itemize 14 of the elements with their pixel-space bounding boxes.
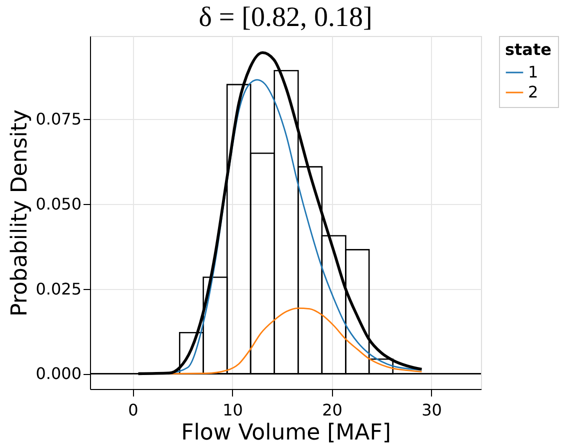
y-tick-label: 0.000 [36, 364, 82, 384]
y-axis-title: Probability Density [8, 110, 33, 316]
y-tick-label: 0.025 [36, 279, 82, 298]
legend-label: 1 [528, 62, 538, 82]
chart-title: δ = [0.82, 0.18] [198, 2, 372, 33]
legend-title: state [505, 40, 552, 59]
x-axis-title: Flow Volume [MAF] [181, 420, 391, 446]
x-tick-label: 30 [422, 400, 442, 420]
x-tick-label: 0 [128, 400, 138, 420]
x-tick-label: 10 [222, 400, 243, 420]
y-tick-label: 0.050 [36, 194, 82, 214]
x-tick-label: 20 [322, 400, 342, 420]
y-tick-label: 0.075 [36, 109, 82, 128]
legend-label: 2 [528, 82, 538, 102]
